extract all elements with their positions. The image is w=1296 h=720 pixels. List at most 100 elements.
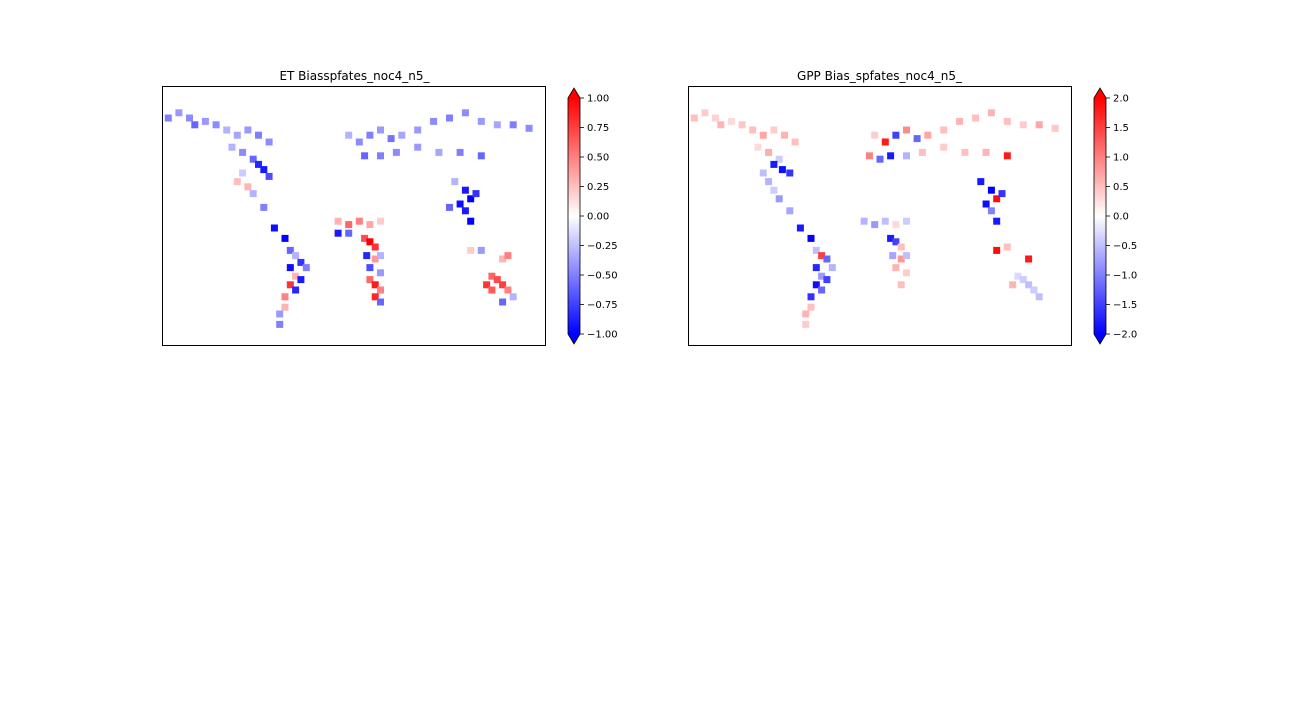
et-cell	[292, 272, 300, 280]
et-cell	[377, 286, 384, 294]
et-cell	[493, 276, 501, 284]
et-cell	[461, 207, 469, 215]
gpp-cell	[738, 121, 746, 129]
et-cell	[377, 269, 384, 277]
et-cell	[467, 246, 475, 254]
gpp-cell	[987, 207, 995, 215]
et-cell	[255, 160, 262, 168]
et-cell	[270, 224, 278, 232]
et-cell	[366, 264, 374, 272]
gpp-cell	[775, 195, 783, 203]
gpp-cell	[786, 169, 794, 177]
et-cell	[249, 155, 257, 163]
et-cell	[265, 138, 273, 146]
gpp-cell	[823, 276, 831, 284]
et-cell	[456, 200, 464, 208]
gpp-cell	[765, 148, 773, 156]
gpp-cell	[1035, 121, 1043, 129]
et-cell	[276, 320, 284, 328]
gpp-cell	[812, 246, 820, 254]
et-cell	[509, 293, 517, 301]
gpp-cell	[903, 152, 910, 160]
gpp-cell	[818, 252, 826, 260]
et-cell	[281, 303, 289, 311]
et-cell	[297, 276, 305, 284]
et-cell	[451, 178, 459, 186]
gpp-cell	[871, 131, 879, 139]
gpp-heatmap-svg	[690, 109, 1059, 328]
gpp-cell	[940, 143, 948, 151]
gpp-cell	[897, 243, 905, 251]
et-cell	[414, 143, 422, 151]
gpp-colorbar-extend-min	[1094, 334, 1106, 344]
gpp-cell	[913, 135, 921, 143]
et-cell	[255, 131, 262, 139]
gpp-cell	[701, 109, 709, 117]
et-colorbar-tick-label: −0.50	[587, 271, 618, 282]
gpp-cell	[1003, 243, 1011, 251]
et-cell	[363, 252, 371, 260]
gpp-cell	[775, 155, 783, 163]
et-colorbar-tick-label: 0.75	[587, 123, 609, 134]
et-cell	[493, 121, 501, 129]
et-cell	[201, 117, 209, 125]
gpp-cell	[889, 252, 897, 260]
et-cell	[446, 114, 453, 122]
et-cell	[292, 252, 300, 260]
et-cell	[456, 148, 464, 156]
gpp-cell	[1030, 286, 1038, 294]
et-colorbar-extend-max	[568, 88, 580, 98]
gpp-cell	[807, 303, 815, 311]
et-cell	[483, 281, 491, 289]
et-cell	[249, 190, 257, 198]
et-cell	[398, 131, 406, 139]
et-cell	[345, 229, 353, 237]
et-cell	[297, 258, 305, 266]
gpp-cell	[897, 281, 905, 289]
gpp-cell	[770, 186, 778, 194]
et-cell	[186, 114, 193, 122]
et-cell	[244, 183, 252, 191]
et-cell	[212, 121, 220, 129]
et-cell	[361, 234, 369, 242]
et-cell	[477, 246, 485, 254]
gpp-cell	[807, 293, 815, 301]
et-cell	[345, 131, 353, 139]
gpp-cell	[993, 195, 1001, 203]
gpp-cell	[712, 114, 719, 122]
et-cell	[334, 229, 342, 237]
et-cell	[366, 238, 374, 246]
gpp-colorbar: 2.0 1.5 1.0 0.5 0.0 −0.5 −1.0 −1.5 −2.0	[1093, 87, 1137, 345]
gpp-cell	[818, 286, 826, 294]
gpp-cell	[972, 114, 979, 122]
gpp-cell	[1003, 152, 1011, 160]
gpp-cell	[812, 281, 820, 289]
gpp-cell	[717, 121, 725, 129]
gpp-cell	[1019, 276, 1027, 284]
gpp-cell	[865, 152, 873, 160]
gpp-colorbar-tick-label: −1.0	[1113, 271, 1137, 282]
et-cell	[286, 246, 294, 254]
et-cell	[286, 264, 294, 272]
gpp-cell	[903, 252, 910, 260]
et-cell	[467, 195, 475, 203]
et-cell	[281, 234, 289, 242]
gpp-cell	[871, 221, 879, 229]
gpp-cell	[977, 178, 985, 186]
et-cell	[244, 126, 252, 134]
gpp-cell	[892, 221, 900, 229]
et-cell	[239, 169, 247, 177]
gpp-cell	[770, 160, 778, 168]
et-cell	[414, 126, 422, 134]
gpp-cell	[690, 114, 698, 122]
gpp-cell	[1009, 281, 1017, 289]
et-cell	[281, 293, 289, 301]
et-cell	[504, 286, 512, 294]
gpp-colorbar-tick-label: 1.5	[1113, 123, 1129, 134]
et-cell	[345, 221, 353, 229]
et-cell	[233, 131, 241, 139]
gpp-colorbar-tick-label: 0.5	[1113, 182, 1129, 193]
gpp-cell	[818, 272, 826, 280]
et-cell	[265, 172, 273, 180]
et-cell	[477, 152, 485, 160]
